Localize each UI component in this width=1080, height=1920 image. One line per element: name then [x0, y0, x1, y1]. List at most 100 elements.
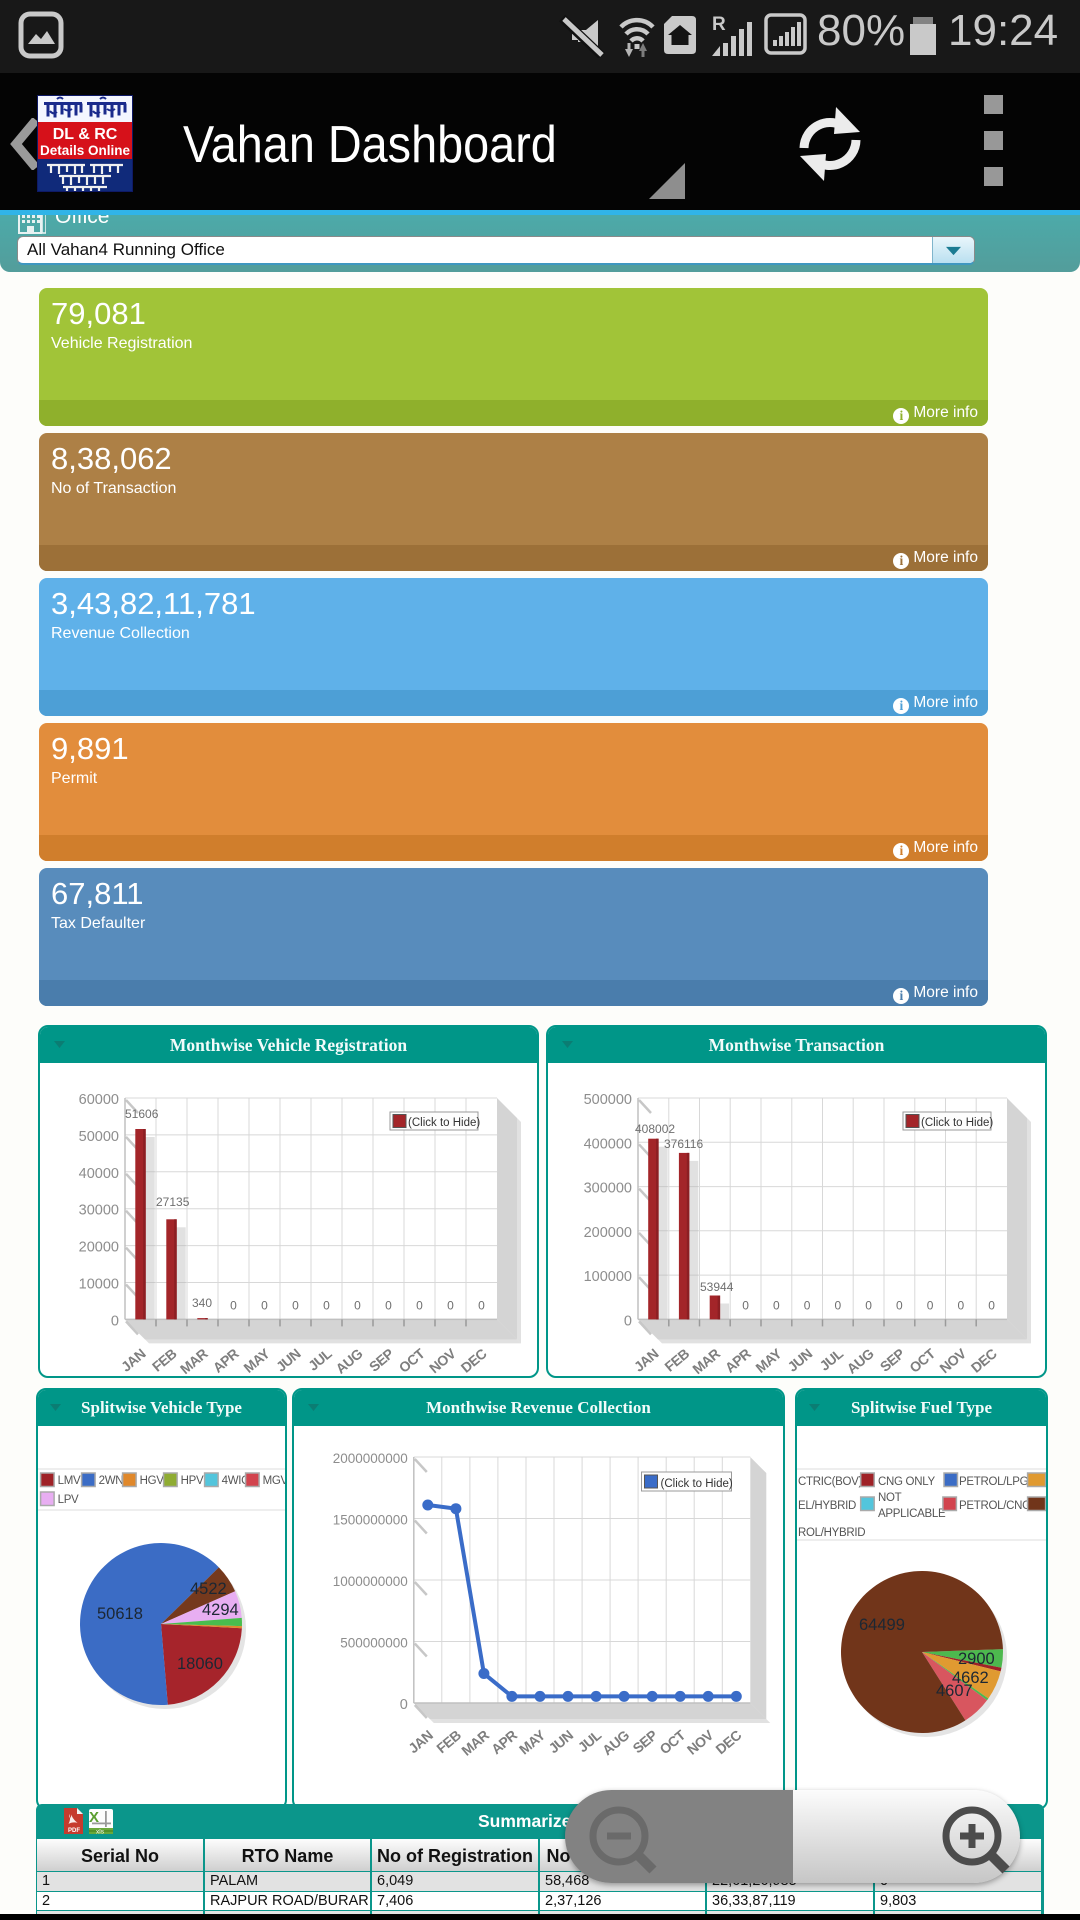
svg-text:JUL: JUL [575, 1726, 605, 1755]
svg-text:MAY: MAY [752, 1345, 785, 1376]
svg-text:0: 0 [447, 1298, 454, 1312]
svg-text:PETROL/LPG: PETROL/LPG [959, 1476, 1029, 1488]
svg-text:2WN: 2WN [99, 1475, 124, 1487]
svg-text:DEC: DEC [968, 1345, 1000, 1376]
svg-text:MAR: MAR [689, 1345, 723, 1377]
svg-text:0: 0 [292, 1298, 299, 1312]
svg-text:OCT: OCT [396, 1345, 428, 1376]
svg-text:0: 0 [323, 1298, 330, 1312]
svg-text:JUN: JUN [273, 1345, 304, 1375]
svg-text:0: 0 [478, 1298, 485, 1312]
svg-text:PETROL/CNG: PETROL/CNG [959, 1500, 1031, 1512]
svg-text:0: 0 [111, 1313, 119, 1329]
svg-text:4522: 4522 [190, 1580, 227, 1598]
svg-text:FEB: FEB [149, 1345, 180, 1375]
svg-text:R: R [712, 14, 726, 35]
svg-text:Details Online: Details Online [40, 143, 131, 158]
svg-text:FEB: FEB [661, 1345, 692, 1375]
svg-text:40000: 40000 [79, 1166, 119, 1182]
svg-text:MAR: MAR [458, 1727, 492, 1759]
svg-text:SEP: SEP [630, 1727, 661, 1756]
svg-text:300000: 300000 [584, 1181, 632, 1197]
svg-text:0: 0 [742, 1298, 749, 1312]
svg-text:0: 0 [958, 1298, 965, 1312]
svg-text:500000: 500000 [584, 1092, 632, 1108]
svg-text:CNG ONLY: CNG ONLY [878, 1476, 935, 1488]
svg-text:MGV: MGV [263, 1475, 285, 1487]
svg-text:NOV: NOV [936, 1345, 969, 1377]
svg-text:OCT: OCT [906, 1345, 938, 1376]
svg-text:4607: 4607 [936, 1682, 973, 1700]
svg-text:50000: 50000 [79, 1129, 119, 1145]
svg-text:APPLICABLE: APPLICABLE [878, 1508, 946, 1520]
svg-text:0: 0 [804, 1298, 811, 1312]
svg-text:PDF: PDF [68, 1828, 80, 1834]
svg-text:376116: 376116 [664, 1137, 703, 1151]
svg-text:4294: 4294 [202, 1601, 239, 1619]
svg-text:FEB: FEB [433, 1727, 464, 1757]
svg-text:LPV: LPV [58, 1494, 79, 1506]
svg-text:NOV: NOV [684, 1726, 717, 1758]
svg-text:2000000000: 2000000000 [333, 1451, 408, 1466]
svg-text:1500000000: 1500000000 [333, 1513, 408, 1528]
svg-text:4662: 4662 [952, 1669, 989, 1687]
svg-text:0: 0 [230, 1298, 237, 1312]
svg-text:4WIC: 4WIC [222, 1475, 250, 1487]
svg-text:0: 0 [896, 1298, 903, 1312]
svg-text:340: 340 [192, 1296, 212, 1310]
svg-text:DL & RC: DL & RC [53, 126, 118, 143]
svg-text:HPV: HPV [181, 1475, 204, 1487]
svg-text:(Click to Hide): (Click to Hide) [661, 1478, 733, 1490]
svg-text:xls: xls [96, 1829, 105, 1835]
svg-text:0: 0 [385, 1298, 392, 1312]
svg-text:60000: 60000 [79, 1092, 119, 1108]
svg-text:APR: APR [488, 1727, 520, 1758]
svg-text:JAN: JAN [405, 1727, 436, 1757]
svg-text:X: X [89, 1809, 99, 1826]
svg-text:JUN: JUN [784, 1345, 815, 1375]
svg-text:SEP: SEP [366, 1345, 397, 1374]
svg-text:CTRIC(BOV): CTRIC(BOV) [798, 1476, 863, 1488]
svg-text:0: 0 [835, 1298, 842, 1312]
svg-text:64499: 64499 [859, 1616, 905, 1634]
svg-text:OCT: OCT [656, 1726, 688, 1757]
svg-text:JAN: JAN [118, 1345, 149, 1375]
svg-text:LMV: LMV [58, 1475, 81, 1487]
svg-text:0: 0 [988, 1298, 995, 1312]
svg-text:EL/HYBRID: EL/HYBRID [798, 1500, 856, 1512]
svg-text:50618: 50618 [97, 1605, 143, 1623]
svg-text:0: 0 [400, 1697, 408, 1713]
svg-text:(Click to Hide): (Click to Hide) [408, 1117, 480, 1129]
svg-text:MAY: MAY [240, 1345, 273, 1376]
svg-text:0: 0 [624, 1313, 632, 1329]
svg-text:NOT: NOT [878, 1492, 902, 1504]
svg-text:MAY: MAY [516, 1726, 549, 1757]
svg-text:JUN: JUN [545, 1727, 576, 1757]
svg-text:APR: APR [722, 1345, 754, 1376]
svg-text:AUG: AUG [332, 1345, 365, 1377]
svg-text:1000000000: 1000000000 [333, 1574, 408, 1589]
svg-text:400000: 400000 [584, 1136, 632, 1152]
svg-text:200000: 200000 [584, 1225, 632, 1241]
svg-text:DEC: DEC [458, 1345, 490, 1376]
svg-text:100000: 100000 [584, 1269, 632, 1285]
svg-text:NOV: NOV [426, 1345, 459, 1377]
svg-text:0: 0 [416, 1298, 423, 1312]
svg-text:18060: 18060 [177, 1655, 223, 1673]
svg-text:MAR: MAR [177, 1345, 211, 1377]
svg-text:AUG: AUG [599, 1727, 632, 1759]
svg-text:DEC: DEC [712, 1727, 744, 1758]
svg-text:(Click to Hide): (Click to Hide) [921, 1117, 993, 1129]
svg-text:JUL: JUL [305, 1345, 335, 1374]
svg-text:2900: 2900 [958, 1650, 995, 1668]
svg-text:JAN: JAN [631, 1345, 662, 1375]
svg-text:20000: 20000 [79, 1240, 119, 1256]
svg-text:AUG: AUG [844, 1345, 877, 1377]
svg-text:500000000: 500000000 [340, 1636, 408, 1651]
svg-text:SEP: SEP [877, 1345, 908, 1374]
svg-text:10000: 10000 [79, 1277, 119, 1293]
svg-text:ROL/HYBRID: ROL/HYBRID [798, 1527, 865, 1539]
svg-text:0: 0 [865, 1298, 872, 1312]
svg-text:JUL: JUL [816, 1345, 846, 1374]
svg-text:HGV: HGV [140, 1475, 165, 1487]
